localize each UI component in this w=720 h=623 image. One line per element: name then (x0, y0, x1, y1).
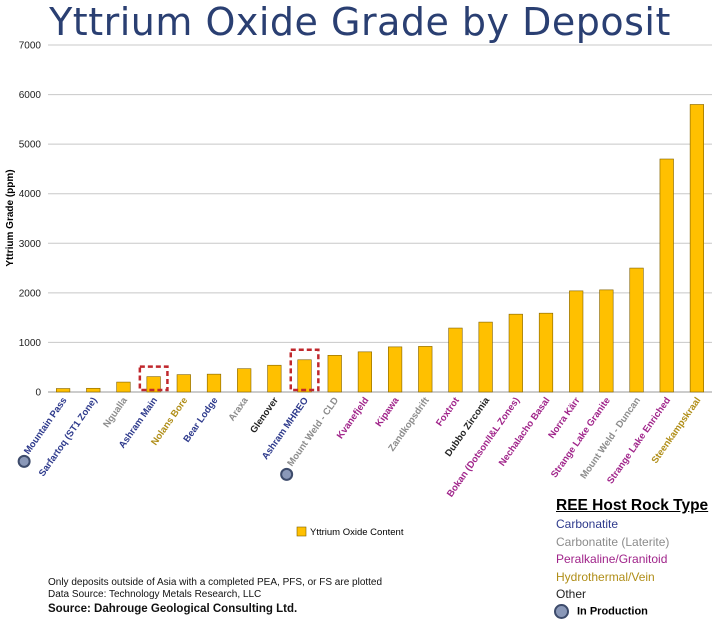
rock-type-legend: REE Host Rock Type Carbonatite Carbonati… (556, 496, 708, 604)
bar (297, 359, 312, 393)
rock-legend-hydrothermal: Hydrothermal/Vein (556, 569, 655, 584)
bar (116, 381, 131, 393)
x-tick-label: Foxtrot (434, 395, 462, 429)
bar (659, 158, 674, 393)
series-legend-swatch (296, 526, 307, 537)
bar (538, 312, 554, 393)
y-tick-label: 4000 (19, 189, 42, 200)
bar (448, 327, 463, 393)
bar (689, 104, 704, 393)
production-key: In Production (554, 604, 648, 619)
bar (629, 267, 644, 393)
bar (478, 321, 493, 393)
note-scope: Only deposits outside of Asia with a com… (48, 577, 383, 588)
x-tick-label: Glenover (248, 395, 281, 435)
x-tick-label: Araxa (226, 395, 251, 424)
chart-notes: Only deposits outside of Asia with a com… (48, 577, 382, 615)
y-tick-label: 0 (35, 388, 41, 399)
production-key-label: In Production (577, 605, 648, 618)
series-legend: Yttrium Oxide Content (296, 526, 404, 538)
bars (55, 104, 704, 393)
y-tick-label: 7000 (19, 41, 42, 52)
rock-legend-carbonatite: Carbonatite (556, 517, 619, 531)
bar (569, 290, 584, 393)
bar (327, 355, 342, 393)
note-data-source: Data Source: Technology Metals Research,… (48, 589, 262, 600)
bar (418, 346, 433, 393)
rock-legend-heading: REE Host Rock Type (556, 497, 709, 514)
production-marker-icon (17, 454, 31, 468)
chart-title: Yttrium Oxide Grade by Deposit (49, 0, 671, 44)
bar (86, 387, 101, 393)
x-tick-label: Kipawa (373, 395, 401, 429)
bar (599, 289, 614, 393)
y-tick-label: 5000 (19, 140, 42, 151)
bar (55, 388, 71, 393)
y-tick-label: 2000 (19, 288, 42, 299)
y-tick-label: 6000 (19, 90, 42, 101)
bar (387, 346, 403, 393)
rock-legend-peralkaline: Peralkaline/Granitoid (556, 552, 668, 566)
y-tick-label: 1000 (19, 338, 42, 349)
highlight-box (138, 365, 169, 392)
bar (357, 351, 373, 393)
source-credit: Source: Dahrouge Geological Consulting L… (48, 603, 298, 615)
series-legend-label: Yttrium Oxide Content (310, 527, 404, 538)
rock-legend-carbonatite-laterite: Carbonatite (Laterite) (556, 534, 670, 549)
production-dot-icon (554, 604, 569, 619)
rock-legend-other: Other (556, 587, 587, 601)
x-tick-label: Sarfartoq (ST1 Zone) (37, 395, 100, 478)
production-marker-icon (280, 467, 294, 481)
bar (508, 313, 523, 393)
x-tick-label: Ngualla (101, 395, 130, 430)
y-axis-label: Yttrium Grade (ppm) (5, 169, 16, 266)
y-tick-label: 3000 (19, 239, 42, 250)
bar (206, 373, 222, 393)
bar (176, 374, 191, 393)
highlight-box (289, 348, 320, 392)
bar (267, 364, 282, 393)
bar (237, 368, 252, 393)
gridlines (48, 44, 712, 343)
bar (146, 376, 161, 393)
